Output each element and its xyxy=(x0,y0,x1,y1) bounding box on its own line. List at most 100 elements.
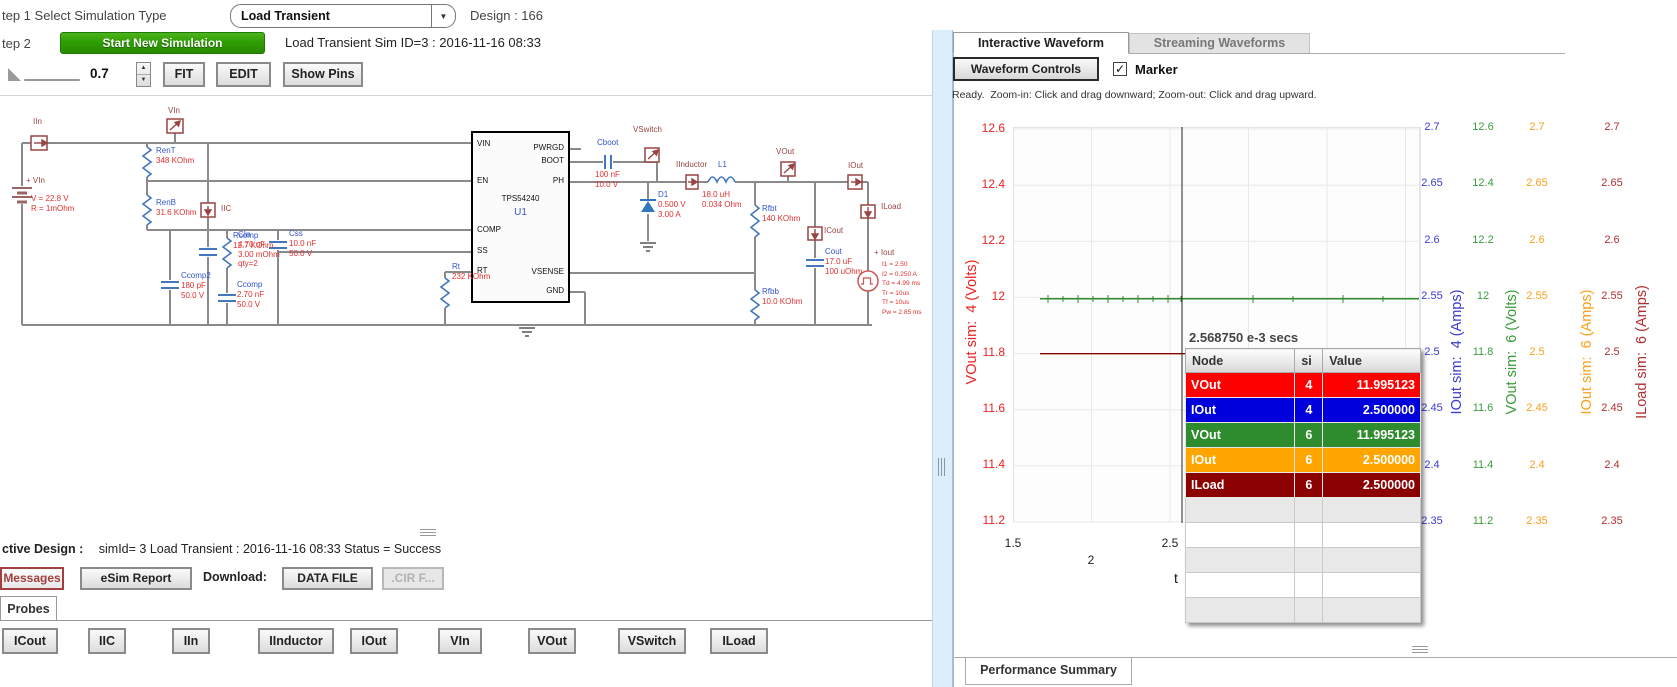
iinductor-probe-label: IInductor xyxy=(676,160,708,169)
tooltip-si: 6 xyxy=(1294,447,1324,473)
splitter-grip-icon[interactable] xyxy=(938,458,946,476)
marker-checkbox[interactable]: ✓ xyxy=(1113,62,1127,76)
fit-button[interactable]: FIT xyxy=(163,62,205,87)
iload-probe-label: ILoad xyxy=(881,202,902,211)
vswitch-probe-label: VSwitch xyxy=(633,125,662,134)
tooltip-si: 4 xyxy=(1294,397,1324,423)
waveform-controls-button[interactable]: Waveform Controls xyxy=(953,57,1099,81)
messages-button[interactable]: Messages xyxy=(0,567,64,590)
zoom-stepper[interactable]: ▲ ▼ xyxy=(136,62,151,87)
zoom-value: 0.7 xyxy=(90,66,109,81)
rfbb-name: Rfbb xyxy=(762,287,779,296)
d1-values: 0.500 V 3.00 A xyxy=(658,200,686,219)
zoom-slider-thumb[interactable] xyxy=(8,68,21,81)
stepper-down-icon[interactable]: ▼ xyxy=(140,77,147,83)
step1-label: tep 1 Select Simulation Type xyxy=(2,8,167,23)
input-source-symbol[interactable] xyxy=(12,187,32,204)
vout-probe-label: VOut xyxy=(776,147,795,156)
iin-probe-label: IIn xyxy=(33,117,42,126)
tab-interactive-waveform[interactable]: Interactive Waveform xyxy=(953,32,1129,54)
axis-tick: 12 xyxy=(1476,289,1490,302)
pin-pwrgd: PWRGD xyxy=(533,143,564,152)
rent-name: RenT xyxy=(156,146,176,155)
chevron-down-icon[interactable]: ▼ xyxy=(431,5,455,27)
tooltip-node: ILoad xyxy=(1184,472,1296,498)
axis-ticks-vout6: 12.6 12.4 12.2 12 11.8 11.6 11.4 11.2 xyxy=(1467,121,1499,527)
cboot-name: Cboot xyxy=(597,138,619,147)
axis-tick: 2.35 xyxy=(1421,514,1443,527)
probe-button-icout[interactable]: ICout xyxy=(2,628,58,654)
vsource-values: V = 22.8 V R = 1mOhm xyxy=(31,194,75,213)
axis-title-iout4: IOut sim: 4 (Amps) xyxy=(1449,289,1465,415)
waveform-resize-grip[interactable] xyxy=(1412,646,1428,654)
axis-tick: 2.55 xyxy=(1526,289,1548,302)
zoom-slider-track[interactable] xyxy=(24,79,80,81)
probe-glyphs xyxy=(34,119,873,241)
empty-row xyxy=(1184,522,1421,548)
probes-tab[interactable]: Probes xyxy=(0,596,57,621)
ccomp-name: Ccomp xyxy=(237,280,263,289)
axis-tick: 11.8 xyxy=(982,345,1005,359)
axis-tick: 2.5 xyxy=(1529,346,1545,359)
inductor-symbol[interactable] xyxy=(707,176,736,184)
capacitor-symbols[interactable] xyxy=(161,155,824,302)
tooltip-value: 2.500000 xyxy=(1322,472,1421,498)
axis-ticks-iout6: 2.7 2.65 2.6 2.55 2.5 2.45 2.4 2.35 xyxy=(1521,121,1553,527)
tooltip-header-si: si xyxy=(1294,348,1324,373)
tab-streaming-waveforms[interactable]: Streaming Waveforms xyxy=(1129,33,1310,53)
probe-button-iload[interactable]: ILoad xyxy=(710,628,768,654)
probe-button-iout[interactable]: IOut xyxy=(350,628,398,654)
pin-vsense: VSENSE xyxy=(531,267,564,276)
show-pins-button[interactable]: Show Pins xyxy=(283,62,363,87)
chip-body[interactable] xyxy=(471,131,570,303)
axis-ticks-iload6: 2.7 2.65 2.6 2.55 2.5 2.45 2.4 2.35 xyxy=(1596,121,1628,527)
icout-probe-label: ICout xyxy=(824,226,844,235)
start-simulation-button[interactable]: Start New Simulation xyxy=(60,32,265,54)
step2-label: tep 2 xyxy=(2,36,31,51)
axis-tick: 2.7 xyxy=(1529,121,1545,133)
axis-title-vout4: VOut sim: 4 (Volts) xyxy=(964,259,980,385)
probe-button-iic[interactable]: IIC xyxy=(88,628,126,654)
data-file-button[interactable]: DATA FILE xyxy=(282,567,373,590)
probe-button-vswitch[interactable]: VSwitch xyxy=(618,628,686,654)
tab-performance-summary[interactable]: Performance Summary xyxy=(965,658,1132,685)
pin-gnd: GND xyxy=(546,286,564,295)
horizontal-resize-grip[interactable] xyxy=(420,529,436,537)
diode-symbol[interactable] xyxy=(640,199,656,212)
toolbar-divider xyxy=(0,95,932,96)
schematic-canvas[interactable] xyxy=(0,100,935,350)
axis-tick: 2.45 xyxy=(1526,402,1548,415)
stepper-up-icon[interactable]: ▲ xyxy=(137,63,150,75)
tooltip-value: 11.995123 xyxy=(1322,422,1421,448)
axis-tick: 2.6 xyxy=(1424,233,1440,246)
iout-source-params: I1 = 2.50 I2 = 0.250 A Td = 4.99 ms Tr =… xyxy=(882,261,922,316)
d1-name: D1 xyxy=(658,190,669,199)
sim-type-dropdown[interactable]: Load Transient ▼ xyxy=(230,4,456,28)
marker-value-table: Node si Value VOut 4 11.995123 IOut 4 xyxy=(1184,348,1421,623)
tooltip-si: 4 xyxy=(1294,372,1324,398)
panel-splitter[interactable] xyxy=(932,30,953,687)
probe-button-vin[interactable]: VIn xyxy=(438,628,482,654)
axis-tick: 2.65 xyxy=(1526,177,1548,190)
probe-button-vout[interactable]: VOut xyxy=(528,628,576,654)
axis-ticks-iout4: 2.7 2.65 2.6 2.55 2.5 2.45 2.4 2.35 xyxy=(1416,121,1448,527)
empty-row xyxy=(1184,597,1421,623)
rfbb-values: 10.0 KOhm xyxy=(762,297,803,306)
probe-button-iinductor[interactable]: IInductor xyxy=(258,628,334,654)
edit-button[interactable]: EDIT xyxy=(216,62,271,87)
axis-tick: 11.4 xyxy=(982,457,1005,471)
tooltip-rows: VOut 4 11.995123 IOut 4 2.500000 VOut 6 … xyxy=(1184,372,1421,498)
tooltip-empty-rows xyxy=(1184,497,1421,623)
ccomp2-values: 180 pF 50.0 V xyxy=(181,281,206,300)
load-source-symbol[interactable] xyxy=(857,270,879,292)
axis-tick: 11.2 xyxy=(1472,514,1494,527)
probe-button-iin[interactable]: IIn xyxy=(172,628,210,654)
pin-comp: COMP xyxy=(477,225,501,234)
esim-report-button[interactable]: eSim Report xyxy=(80,567,192,590)
resistor-symbols[interactable] xyxy=(141,146,761,321)
x-tick-1: 1.5 xyxy=(1004,536,1022,550)
rfbt-values: 140 KOhm xyxy=(762,214,801,223)
axis-tick: 12.4 xyxy=(1472,177,1494,190)
renb-name: RenB xyxy=(156,198,177,207)
